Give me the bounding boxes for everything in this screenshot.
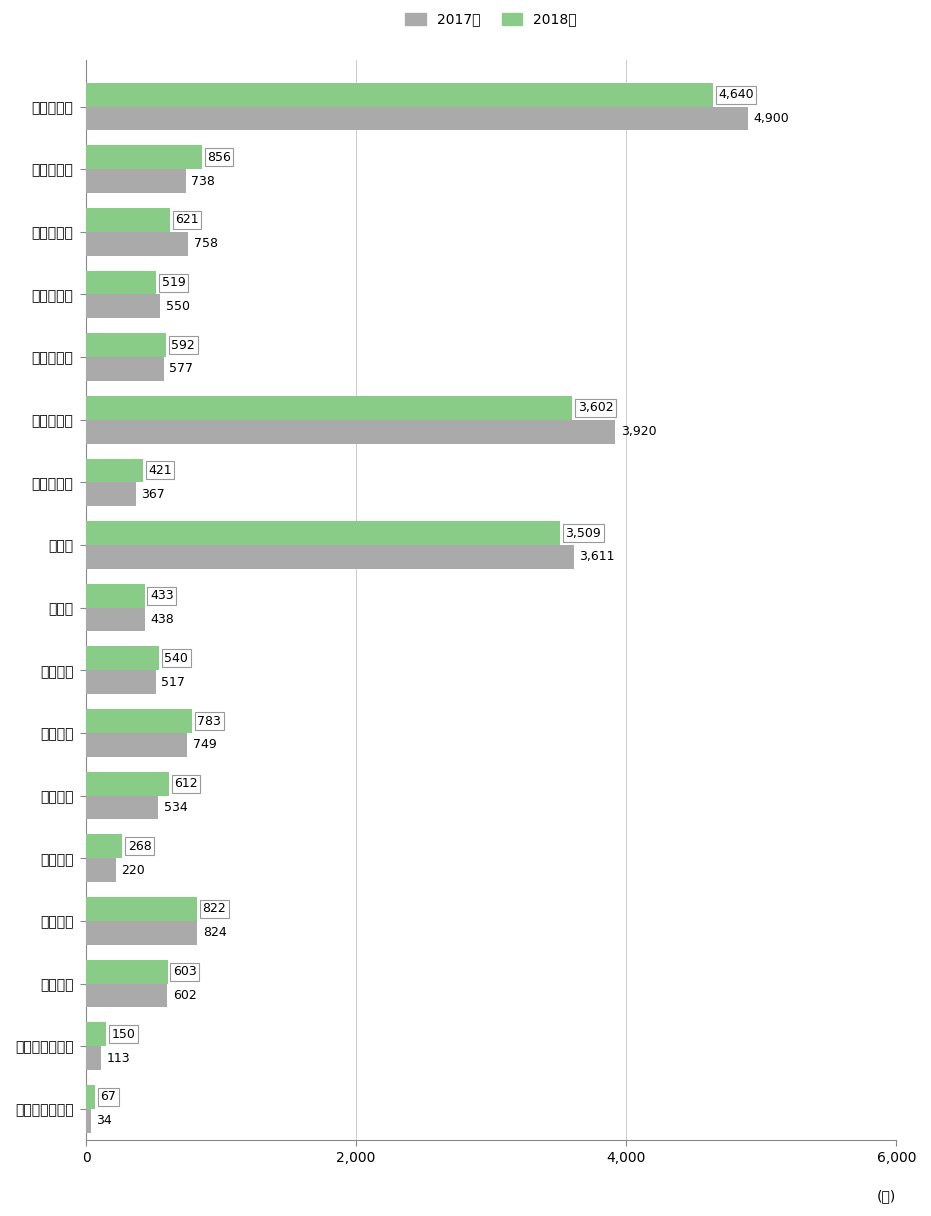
Text: 621: 621	[175, 214, 199, 226]
Text: 822: 822	[203, 902, 226, 916]
Text: 783: 783	[197, 715, 222, 727]
Bar	[87, 232, 188, 255]
Bar	[87, 733, 187, 756]
Text: 421: 421	[148, 465, 172, 477]
Legend: 2017년, 2018년: 2017년, 2018년	[399, 7, 583, 32]
Text: 3,611: 3,611	[579, 551, 614, 563]
Bar	[87, 169, 186, 193]
Text: 592: 592	[171, 339, 196, 351]
Text: 749: 749	[193, 738, 216, 751]
Text: 540: 540	[165, 652, 188, 665]
Text: 433: 433	[150, 590, 173, 602]
Text: 602: 602	[173, 989, 196, 1002]
Text: 3,602: 3,602	[578, 401, 614, 415]
Bar	[87, 834, 122, 858]
Text: 738: 738	[191, 175, 215, 187]
Bar	[87, 984, 168, 1007]
Bar	[87, 647, 159, 670]
Text: 113: 113	[107, 1052, 130, 1064]
Text: 534: 534	[164, 801, 187, 814]
Text: (건): (건)	[877, 1189, 897, 1203]
Text: 4,900: 4,900	[753, 112, 789, 125]
Bar	[87, 83, 712, 107]
Text: 367: 367	[142, 488, 165, 501]
Bar	[87, 333, 166, 358]
Bar	[87, 545, 573, 569]
Bar	[87, 608, 145, 631]
Bar	[87, 1046, 101, 1070]
Text: 3,920: 3,920	[621, 426, 656, 438]
Text: 3,509: 3,509	[565, 527, 601, 540]
Bar	[87, 458, 143, 483]
Bar	[87, 522, 560, 545]
Text: 612: 612	[174, 777, 197, 790]
Bar	[87, 358, 164, 381]
Text: 577: 577	[169, 362, 194, 376]
Bar	[87, 921, 197, 945]
Bar	[87, 795, 158, 820]
Text: 519: 519	[162, 276, 185, 289]
Text: 150: 150	[112, 1028, 136, 1041]
Bar	[87, 146, 202, 169]
Text: 268: 268	[128, 840, 152, 852]
Bar	[87, 772, 169, 795]
Text: 603: 603	[173, 966, 196, 978]
Text: 220: 220	[121, 863, 145, 877]
Text: 856: 856	[207, 151, 231, 164]
Bar	[87, 1023, 106, 1046]
Bar	[87, 709, 192, 733]
Text: 438: 438	[151, 613, 174, 626]
Bar	[87, 483, 136, 506]
Bar	[87, 396, 573, 420]
Bar	[87, 897, 197, 921]
Bar	[87, 858, 115, 882]
Bar	[87, 420, 615, 444]
Bar	[87, 959, 168, 984]
Bar	[87, 584, 144, 608]
Text: 758: 758	[194, 237, 218, 250]
Text: 824: 824	[203, 927, 226, 939]
Text: 34: 34	[96, 1114, 112, 1127]
Bar	[87, 208, 170, 232]
Bar	[87, 271, 156, 294]
Text: 67: 67	[101, 1091, 116, 1103]
Bar	[87, 107, 748, 130]
Bar	[87, 1109, 90, 1132]
Text: 4,640: 4,640	[718, 88, 754, 101]
Bar	[87, 294, 160, 319]
Bar	[87, 1085, 95, 1109]
Text: 517: 517	[161, 676, 185, 688]
Bar	[87, 670, 155, 694]
Text: 550: 550	[166, 300, 190, 313]
